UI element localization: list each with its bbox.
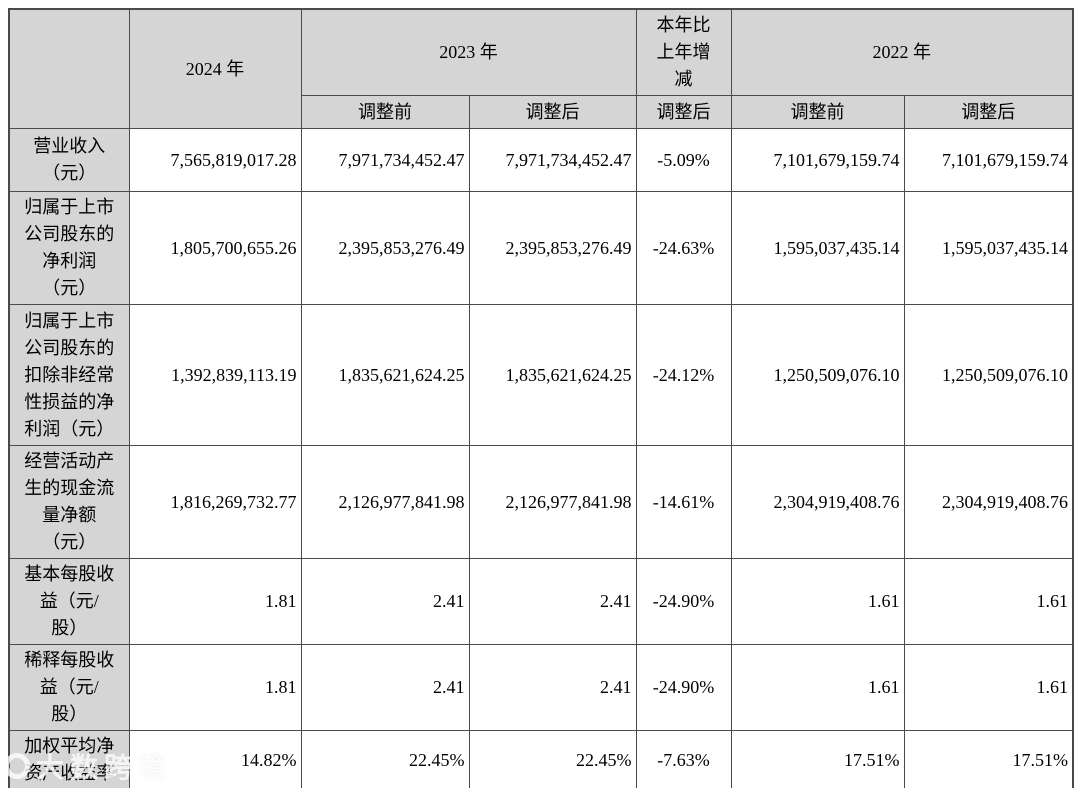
table-row: 归属于上市 公司股东的 净利润 （元） 1,805,700,655.26 2,3…	[8, 191, 1074, 305]
cell-2023-pre-value: 7,971,734,452.47	[300, 128, 470, 192]
table-row: 归属于上市 公司股东的 扣除非经常 性损益的净 利润（元） 1,392,839,…	[8, 304, 1074, 446]
cell-2022-pre-value: 1.61	[730, 558, 905, 645]
cell-2024-value: 1.81	[128, 558, 302, 645]
row-label: 归属于上市 公司股东的 净利润 （元）	[8, 191, 130, 305]
cell-yoy-change-value: -24.63%	[635, 191, 732, 305]
cell-2023-post-value: 2.41	[468, 644, 637, 731]
cell-2023-post-value: 22.45%	[468, 730, 637, 788]
cell-2024-value: 1,816,269,732.77	[128, 445, 302, 559]
cell-2024-value: 1,392,839,113.19	[128, 304, 302, 446]
cell-yoy-change-value: -24.90%	[635, 644, 732, 731]
cell-2022-pre-value: 1.61	[730, 644, 905, 731]
cell-yoy-change-value: -24.12%	[635, 304, 732, 446]
cell-yoy-change-value: -5.09%	[635, 128, 732, 192]
cell-2024-value: 14.82%	[128, 730, 302, 788]
cell-2023-pre-value: 2,126,977,841.98	[300, 445, 470, 559]
cell-2024-value: 1,805,700,655.26	[128, 191, 302, 305]
subheader-2022-pre-adjust: 调整前	[730, 95, 905, 129]
cell-2022-pre-value: 7,101,679,159.74	[730, 128, 905, 192]
row-label: 基本每股收 益（元/ 股）	[8, 558, 130, 645]
table-row: 营业收入 （元） 7,565,819,017.28 7,971,734,452.…	[8, 128, 1074, 192]
subheader-2023-pre-adjust: 调整前	[300, 95, 470, 129]
cell-2022-pre-value: 17.51%	[730, 730, 905, 788]
table-body: 营业收入 （元） 7,565,819,017.28 7,971,734,452.…	[8, 128, 1074, 788]
table-row: 稀释每股收 益（元/ 股） 1.81 2.41 2.41 -24.90% 1.6…	[8, 644, 1074, 731]
cell-2023-pre-value: 2.41	[300, 558, 470, 645]
cell-2022-post-value: 2,304,919,408.76	[903, 445, 1074, 559]
subheader-2023-post-adjust: 调整后	[468, 95, 637, 129]
row-label: 营业收入 （元）	[8, 128, 130, 192]
cell-2024-value: 7,565,819,017.28	[128, 128, 302, 192]
cell-2022-post-value: 1.61	[903, 644, 1074, 731]
cell-2023-post-value: 2,126,977,841.98	[468, 445, 637, 559]
header-year-2024: 2024 年	[128, 8, 302, 129]
table-row: 经营活动产 生的现金流 量净额 （元） 1,816,269,732.77 2,1…	[8, 445, 1074, 559]
cell-2022-post-value: 17.51%	[903, 730, 1074, 788]
cell-yoy-change-value: -14.61%	[635, 445, 732, 559]
cell-2023-pre-value: 2,395,853,276.49	[300, 191, 470, 305]
cell-2024-value: 1.81	[128, 644, 302, 731]
subheader-2022-post-adjust: 调整后	[903, 95, 1074, 129]
row-label: 归属于上市 公司股东的 扣除非经常 性损益的净 利润（元）	[8, 304, 130, 446]
cell-2023-post-value: 1,835,621,624.25	[468, 304, 637, 446]
cell-2022-pre-value: 1,595,037,435.14	[730, 191, 905, 305]
row-label: 加权平均净 资产收益率	[8, 730, 130, 788]
table-row: 加权平均净 资产收益率 14.82% 22.45% 22.45% -7.63% …	[8, 730, 1074, 788]
cell-yoy-change-value: -7.63%	[635, 730, 732, 788]
cell-2023-post-value: 7,971,734,452.47	[468, 128, 637, 192]
financial-summary-table: 2024 年 2023 年 本年比 上年增 减 2022 年 调整前 调整后 调…	[8, 8, 1074, 788]
cell-2022-post-value: 1,595,037,435.14	[903, 191, 1074, 305]
cell-yoy-change-value: -24.90%	[635, 558, 732, 645]
header-year-2022: 2022 年	[730, 8, 1074, 96]
cell-2022-post-value: 1.61	[903, 558, 1074, 645]
row-label: 经营活动产 生的现金流 量净额 （元）	[8, 445, 130, 559]
subheader-change-post-adjust: 调整后	[635, 95, 732, 129]
cell-2023-pre-value: 22.45%	[300, 730, 470, 788]
cell-2023-post-value: 2.41	[468, 558, 637, 645]
row-label: 稀释每股收 益（元/ 股）	[8, 644, 130, 731]
cell-2023-pre-value: 1,835,621,624.25	[300, 304, 470, 446]
cell-2022-pre-value: 2,304,919,408.76	[730, 445, 905, 559]
cell-2022-post-value: 1,250,509,076.10	[903, 304, 1074, 446]
cell-2023-pre-value: 2.41	[300, 644, 470, 731]
cell-2023-post-value: 2,395,853,276.49	[468, 191, 637, 305]
cell-2022-pre-value: 1,250,509,076.10	[730, 304, 905, 446]
header-corner-cell	[8, 8, 130, 129]
header-yoy-change: 本年比 上年增 减	[635, 8, 732, 96]
header-year-2023: 2023 年	[300, 8, 637, 96]
cell-2022-post-value: 7,101,679,159.74	[903, 128, 1074, 192]
table-row: 基本每股收 益（元/ 股） 1.81 2.41 2.41 -24.90% 1.6…	[8, 558, 1074, 645]
